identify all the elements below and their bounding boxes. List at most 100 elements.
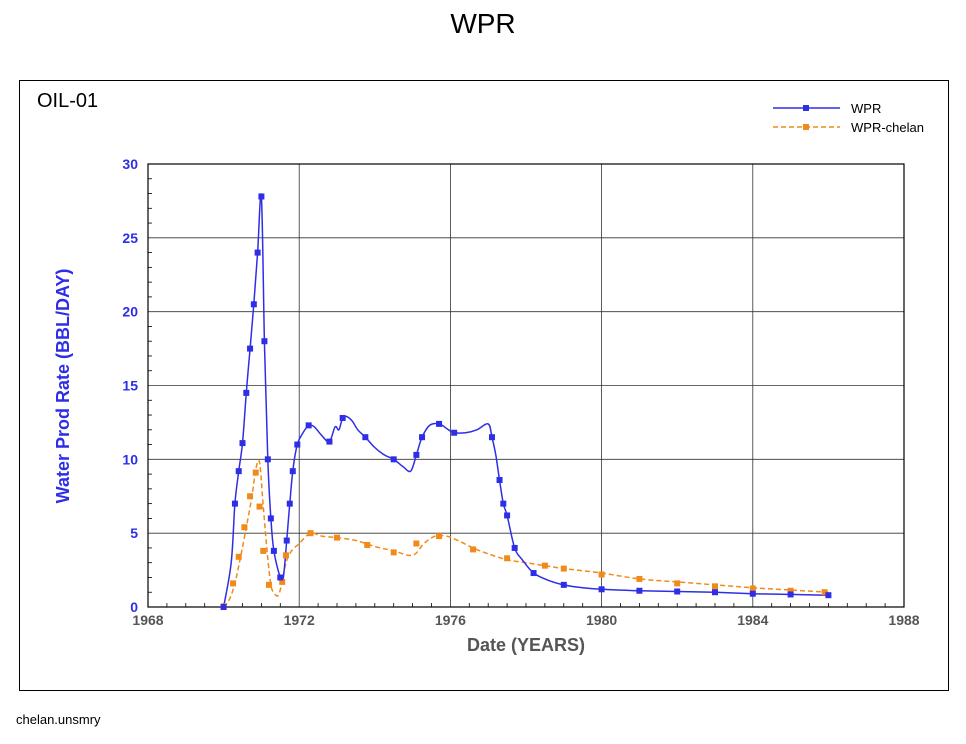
wpr-marker	[258, 193, 265, 200]
wpr-marker	[326, 438, 333, 445]
wpr-chelan-marker	[541, 562, 548, 569]
wpr-marker	[488, 434, 495, 441]
grid	[148, 164, 904, 607]
y-tick-label: 15	[122, 378, 138, 394]
wpr-chelan-marker	[390, 549, 397, 556]
wpr-chelan-marker	[241, 524, 248, 531]
wpr-chelan-marker	[252, 469, 259, 476]
wpr-marker	[264, 456, 271, 463]
wpr-marker	[254, 249, 261, 256]
wpr-chelan-marker	[307, 530, 314, 537]
wpr-marker	[825, 592, 832, 599]
wpr-chelan-marker	[265, 581, 272, 588]
wpr-chelan-marker	[470, 546, 477, 553]
wpr-marker	[243, 389, 250, 396]
wpr-chelan-marker	[282, 552, 289, 559]
x-axis-title: Date (YEARS)	[467, 635, 585, 655]
legend-chelan-label: WPR-chelan	[851, 120, 924, 135]
wpr-chelan-marker	[636, 575, 643, 582]
wpr-chelan-marker	[260, 547, 267, 554]
wpr-marker	[749, 590, 756, 597]
wpr-chelan-marker	[821, 589, 828, 596]
markers	[220, 193, 832, 610]
wpr-marker	[504, 512, 511, 519]
y-axis-title: Water Prod Rate (BBL/DAY)	[53, 269, 73, 504]
y-tick-label: 30	[122, 156, 138, 172]
wpr-marker	[496, 477, 503, 484]
series-wpr-chelan-line	[223, 459, 829, 608]
wpr-marker	[674, 588, 681, 595]
wpr-marker	[560, 581, 567, 588]
legend-chelan-marker	[803, 124, 809, 130]
chart-title: WPR	[450, 8, 516, 39]
wpr-chelan-marker	[436, 533, 443, 540]
series	[222, 193, 829, 608]
wpr-marker	[250, 301, 257, 308]
wpr-marker	[277, 574, 284, 581]
wpr-chelan-marker	[787, 587, 794, 594]
wpr-chelan-marker	[364, 541, 371, 548]
wpr-marker	[339, 414, 346, 421]
legend-wpr-label: WPR	[851, 101, 881, 116]
tick-labels: 1968 1972 1976 1980 1984 1988 0 5 10 15 20 25 30	[122, 156, 919, 628]
wpr-marker	[294, 441, 301, 448]
legend: WPR WPR-chelan	[773, 101, 924, 135]
wpr-marker	[413, 451, 420, 458]
wpr-chelan-marker	[504, 555, 511, 562]
y-tick-label: 10	[122, 451, 138, 467]
x-tick-label: 1976	[435, 612, 466, 628]
y-tick-label: 0	[130, 599, 138, 615]
legend-wpr-marker	[803, 105, 809, 111]
x-tick-label: 1972	[284, 612, 315, 628]
wpr-marker	[289, 468, 296, 475]
wpr-marker	[362, 434, 369, 441]
wpr-marker	[451, 429, 458, 436]
wpr-marker	[267, 515, 274, 522]
wpr-marker	[500, 500, 507, 507]
wpr-marker	[305, 422, 312, 429]
wpr-marker	[511, 544, 518, 551]
wpr-marker	[220, 604, 227, 610]
minor-ticks	[148, 178, 886, 607]
wpr-marker	[286, 500, 293, 507]
wpr-marker	[787, 591, 794, 598]
wpr-marker	[436, 420, 443, 427]
wpr-marker	[419, 434, 426, 441]
wpr-chelan-marker	[230, 580, 237, 587]
x-tick-label: 1980	[586, 612, 617, 628]
wpr-chelan-marker	[279, 578, 286, 585]
y-tick-label: 5	[130, 525, 138, 541]
y-tick-label: 25	[122, 230, 138, 246]
well-label: OIL-01	[37, 90, 99, 112]
wpr-marker	[270, 547, 277, 554]
x-tick-label: 1968	[132, 612, 163, 628]
wpr-marker	[283, 537, 290, 544]
plot-area	[147, 163, 905, 608]
wpr-marker	[247, 345, 254, 352]
wpr-marker	[231, 500, 238, 507]
wpr-marker	[636, 587, 643, 594]
wpr-marker	[712, 589, 718, 596]
wpr-marker	[261, 338, 268, 345]
wpr-marker	[239, 440, 246, 447]
wpr-marker	[530, 570, 537, 577]
wpr-chelan-marker	[749, 585, 756, 592]
x-tick-label: 1988	[888, 612, 919, 628]
wpr-chelan-marker	[334, 534, 340, 541]
wpr-chelan-marker	[256, 503, 263, 510]
wpr-marker	[390, 456, 397, 463]
wpr-chelan-marker	[712, 583, 718, 590]
wpr-marker	[235, 468, 242, 475]
series-wpr-line	[222, 193, 829, 608]
x-tick-label: 1984	[737, 612, 768, 628]
wpr-marker	[598, 586, 605, 593]
wpr-chelan-marker	[235, 553, 242, 560]
plot-frame	[19, 80, 949, 691]
wpr-chelan-marker	[413, 540, 420, 547]
wpr-chelan-marker	[598, 571, 605, 578]
y-tick-label: 20	[122, 304, 138, 320]
wpr-chelan-marker	[247, 493, 254, 500]
wpr-chelan-marker	[674, 580, 681, 587]
source-file-label: chelan.unsmry	[16, 712, 101, 727]
